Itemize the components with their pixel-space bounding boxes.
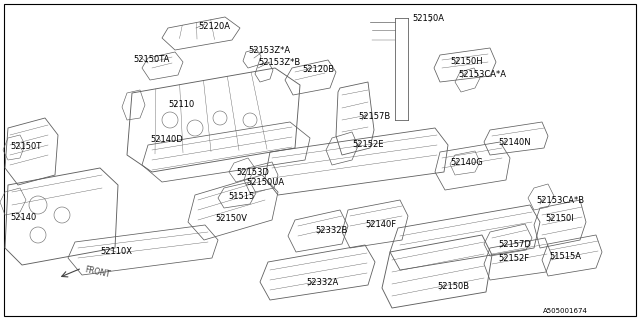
Text: 52332A: 52332A — [306, 278, 339, 287]
Text: 52110X: 52110X — [100, 247, 132, 256]
Text: 52332B: 52332B — [315, 226, 348, 235]
Text: 52110: 52110 — [168, 100, 195, 109]
Text: 52150H: 52150H — [450, 57, 483, 66]
Text: 52153Z*A: 52153Z*A — [248, 46, 290, 55]
Text: 51515: 51515 — [228, 192, 254, 201]
Text: 51515A: 51515A — [549, 252, 581, 261]
Text: 52140: 52140 — [10, 213, 36, 222]
Text: 52140G: 52140G — [450, 158, 483, 167]
Text: FRONT: FRONT — [84, 265, 111, 279]
Text: 52120A: 52120A — [198, 22, 230, 31]
Text: 52140F: 52140F — [365, 220, 396, 229]
Text: 52150UA: 52150UA — [246, 178, 284, 187]
Text: 52153D: 52153D — [236, 168, 269, 177]
Text: 52150I: 52150I — [545, 214, 573, 223]
Text: 52150A: 52150A — [412, 14, 444, 23]
Text: 52150V: 52150V — [215, 214, 247, 223]
Text: 52157D: 52157D — [498, 240, 531, 249]
Text: 52152F: 52152F — [498, 254, 529, 263]
Text: 52150T: 52150T — [10, 142, 41, 151]
Text: 52120B: 52120B — [302, 65, 334, 74]
Text: 52153CA*A: 52153CA*A — [458, 70, 506, 79]
Text: 52140N: 52140N — [498, 138, 531, 147]
Text: 52153Z*B: 52153Z*B — [258, 58, 300, 67]
Text: 52140D: 52140D — [150, 135, 183, 144]
Text: A505001674: A505001674 — [543, 308, 588, 314]
Text: 52153CA*B: 52153CA*B — [536, 196, 584, 205]
Text: 52157B: 52157B — [358, 112, 390, 121]
Text: 52150TA: 52150TA — [133, 55, 170, 64]
Text: 52150B: 52150B — [437, 282, 469, 291]
Text: 52152E: 52152E — [352, 140, 383, 149]
